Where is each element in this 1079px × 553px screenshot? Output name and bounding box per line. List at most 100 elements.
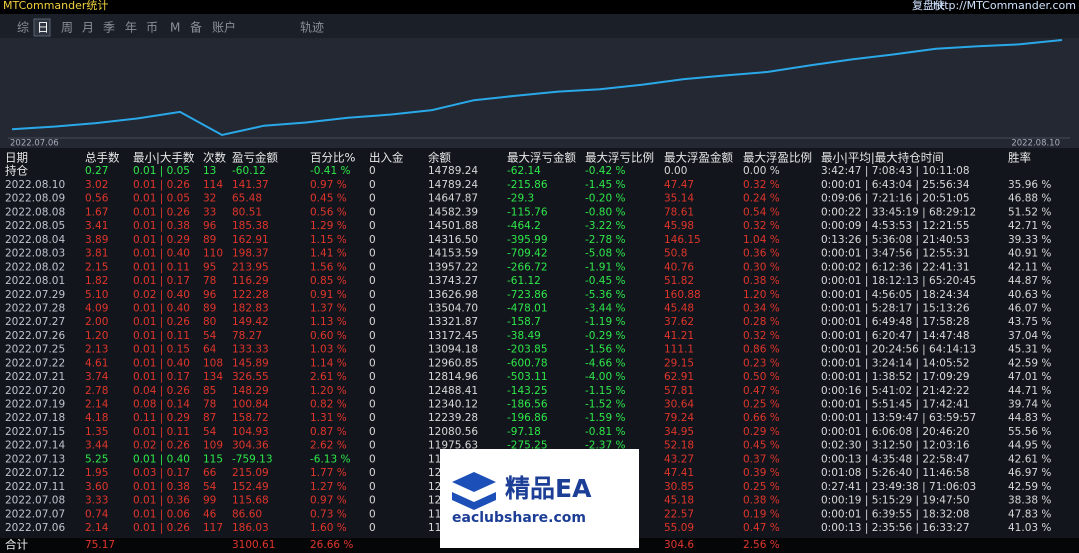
- cell: 14153.59: [428, 248, 478, 260]
- cell: 0.01 | 0.40: [133, 248, 190, 260]
- cell: 34.95: [664, 426, 694, 438]
- cell: 1.20 %: [743, 289, 780, 301]
- cell: 54: [203, 330, 217, 342]
- cell: 111.1: [664, 344, 694, 356]
- cell: 1.41 %: [310, 248, 347, 260]
- row-label: 2022.07.15: [5, 426, 65, 438]
- cell: -196.86: [507, 412, 548, 424]
- watermark-box: [440, 449, 639, 548]
- brand[interactable]: 复盘侠: [912, 0, 945, 12]
- cell: 104.93: [232, 426, 269, 438]
- cell: 3.81: [85, 248, 108, 260]
- cell: 0: [369, 426, 376, 438]
- cell: -186.56: [507, 399, 548, 411]
- cell: 3.60: [85, 481, 108, 493]
- tab[interactable]: 账户: [212, 20, 236, 35]
- cell: 0.29 %: [743, 426, 780, 438]
- cell: 0.87 %: [310, 426, 347, 438]
- cell: 0:01:08 | 5:26:40 | 11:46:58: [821, 467, 970, 479]
- cell: 0: [369, 234, 376, 246]
- cell: 0: [369, 344, 376, 356]
- row-label: 2022.07.08: [5, 495, 65, 507]
- cell: 0.73 %: [310, 508, 347, 520]
- cell: 0.01 | 0.05: [133, 165, 190, 177]
- cell: -0.80 %: [585, 206, 626, 218]
- cell: 42.61 %: [1008, 453, 1051, 465]
- cell: 0.54 %: [743, 206, 780, 218]
- row-label: 2022.08.02: [5, 261, 65, 273]
- cell: 0.56: [85, 193, 109, 205]
- cell: 0:00:01 | 1:38:52 | 17:09:29: [821, 371, 970, 383]
- cell: 0.01 | 0.11: [133, 330, 190, 342]
- cell: 13957.22: [428, 261, 478, 273]
- cell: 99: [203, 495, 216, 507]
- tab[interactable]: 币: [146, 21, 158, 35]
- cell: 1.13 %: [310, 316, 347, 328]
- cell: 141.37: [232, 179, 269, 191]
- cell: 14501.88: [428, 220, 478, 232]
- cell: 0: [369, 385, 376, 397]
- tab[interactable]: 周: [61, 21, 73, 35]
- tab[interactable]: 年: [125, 21, 137, 35]
- cell: 1.37 %: [310, 302, 347, 314]
- cell: 4.09: [85, 302, 108, 314]
- row-label: 2022.07.26: [5, 330, 65, 342]
- cell: 45.18: [664, 495, 694, 507]
- cell: 0:13:26 | 5:36:08 | 21:40:53: [821, 234, 970, 246]
- cell: 0.60 %: [310, 330, 347, 342]
- row-label: 持仓: [5, 164, 28, 178]
- cell: 0.28 %: [743, 316, 780, 328]
- cell: 47.83 %: [1008, 508, 1051, 520]
- cell: 0: [369, 302, 376, 314]
- tab[interactable]: 月: [82, 21, 94, 35]
- cell: -6.13 %: [310, 453, 351, 465]
- cell: -5.36 %: [585, 289, 626, 301]
- cell: 45.48: [664, 302, 694, 314]
- tab[interactable]: 季: [103, 21, 115, 35]
- cell: 0: [369, 371, 376, 383]
- cell: 42.71 %: [1008, 220, 1051, 232]
- row-label: 2022.07.11: [5, 481, 65, 493]
- cell: 2.56 %: [743, 539, 780, 551]
- cell: 1.03 %: [310, 344, 347, 356]
- tab[interactable]: 轨迹: [300, 21, 324, 35]
- column-header: 胜率: [1008, 151, 1031, 165]
- cell: 0: [369, 399, 376, 411]
- cell: 0:00:01 | 18:12:13 | 65:20:45: [821, 275, 976, 287]
- cell: 1.29 %: [310, 220, 347, 232]
- cell: -1.45 %: [585, 179, 626, 191]
- cell: 0.01 | 0.15: [133, 344, 190, 356]
- column-header: 最大浮亏金额: [507, 151, 576, 165]
- cell: 304.36: [232, 440, 269, 452]
- column-header: 最大浮盈比例: [743, 151, 812, 165]
- cell: 13743.27: [428, 275, 478, 287]
- tab[interactable]: 综: [17, 21, 29, 35]
- cell: 0.01 | 0.40: [133, 453, 190, 465]
- cell: 0: [369, 453, 376, 465]
- cell: 186.03: [232, 522, 269, 534]
- cell: 0.01 | 0.38: [133, 220, 190, 232]
- cell: -97.18: [507, 426, 541, 438]
- cell: -60.12: [232, 165, 266, 177]
- tab[interactable]: 日: [37, 21, 49, 35]
- cell: 12814.96: [428, 371, 478, 383]
- cell: 0: [369, 330, 376, 342]
- cell: 0.47 %: [743, 522, 780, 534]
- tab[interactable]: 备: [190, 21, 202, 35]
- cell: 1.82: [85, 275, 108, 287]
- cell: 0.01 | 0.26: [133, 522, 190, 534]
- cell: 0:27:41 | 23:49:38 | 71:06:03: [821, 481, 976, 493]
- cell: 0.91 %: [310, 289, 347, 301]
- cell: 96: [203, 220, 217, 232]
- cell: 1.27 %: [310, 481, 347, 493]
- cell: 1.60 %: [310, 522, 347, 534]
- cell: 0: [369, 440, 376, 452]
- cell: 0.37 %: [743, 453, 780, 465]
- cell: 0:00:01 | 5:28:17 | 15:13:26: [821, 302, 970, 314]
- tab[interactable]: M: [170, 21, 180, 35]
- cell: 65.48: [232, 193, 262, 205]
- brand-url[interactable]: http://MTCommander.com: [933, 0, 1076, 12]
- cell: 0:00:01 | 6:49:48 | 17:58:28: [821, 316, 970, 328]
- cell: 2.61 %: [310, 371, 347, 383]
